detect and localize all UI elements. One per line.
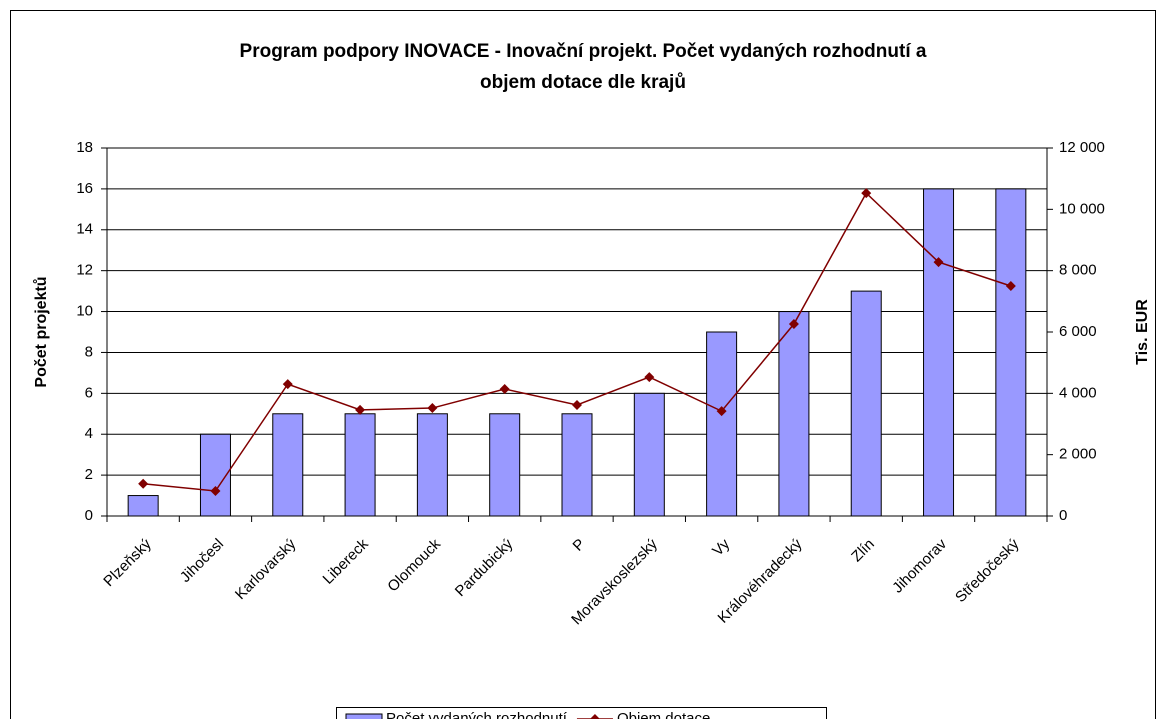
y2-tick-label: 6 000 xyxy=(1059,323,1097,340)
legend-box xyxy=(336,707,827,719)
y-tick-label: 16 xyxy=(76,180,93,197)
marker xyxy=(933,257,944,268)
marker xyxy=(788,319,799,330)
marker xyxy=(716,406,727,417)
bar xyxy=(127,495,159,517)
y2-tick-label: 10 000 xyxy=(1059,200,1105,217)
marker xyxy=(644,372,655,383)
legend-swatch xyxy=(589,714,600,719)
legend-label: Objem dotace xyxy=(617,710,710,719)
legend-label: Počet vydaných rozhodnutí xyxy=(386,710,568,719)
y2-tick-label: 0 xyxy=(1059,507,1067,524)
y-tick-label: 2 xyxy=(85,466,93,483)
bar xyxy=(850,290,882,517)
bar xyxy=(706,331,738,517)
marker xyxy=(1005,281,1016,291)
marker xyxy=(355,404,366,415)
bar xyxy=(633,392,665,517)
y-tick-label: 0 xyxy=(85,507,93,524)
bar xyxy=(561,413,593,517)
y-tick-label: 10 xyxy=(76,303,93,320)
marker xyxy=(861,188,872,199)
bar xyxy=(272,413,304,517)
bar xyxy=(995,188,1027,517)
marker xyxy=(210,486,221,497)
marker xyxy=(499,384,510,395)
legend-swatch xyxy=(345,713,383,719)
bar xyxy=(344,413,376,517)
y-tick-label: 18 xyxy=(76,139,93,156)
bar xyxy=(923,188,955,517)
y-tick-label: 8 xyxy=(85,343,93,360)
y-axis-title: Počet projektů xyxy=(33,276,50,387)
bar xyxy=(489,413,521,517)
y-tick-label: 14 xyxy=(76,221,93,238)
y2-tick-label: 4 000 xyxy=(1059,384,1097,401)
bar xyxy=(416,413,448,517)
chart-frame xyxy=(10,10,1156,719)
chart-title: objem dotace dle krajů xyxy=(480,72,686,93)
y2-tick-label: 2 000 xyxy=(1059,446,1097,463)
chart-title: Program podpory INOVACE - Inovační proje… xyxy=(240,41,927,62)
y-tick-label: 4 xyxy=(85,425,93,442)
y2-tick-label: 12 000 xyxy=(1059,139,1105,156)
y-tick-label: 12 xyxy=(76,262,93,279)
marker xyxy=(572,399,582,410)
y2-tick-label: 8 000 xyxy=(1059,262,1097,279)
marker xyxy=(138,478,149,489)
y-tick-label: 6 xyxy=(85,384,93,401)
bar xyxy=(778,311,810,517)
marker xyxy=(427,403,438,414)
marker xyxy=(282,379,293,390)
y2-axis-title: Tis. EUR xyxy=(1134,299,1151,365)
